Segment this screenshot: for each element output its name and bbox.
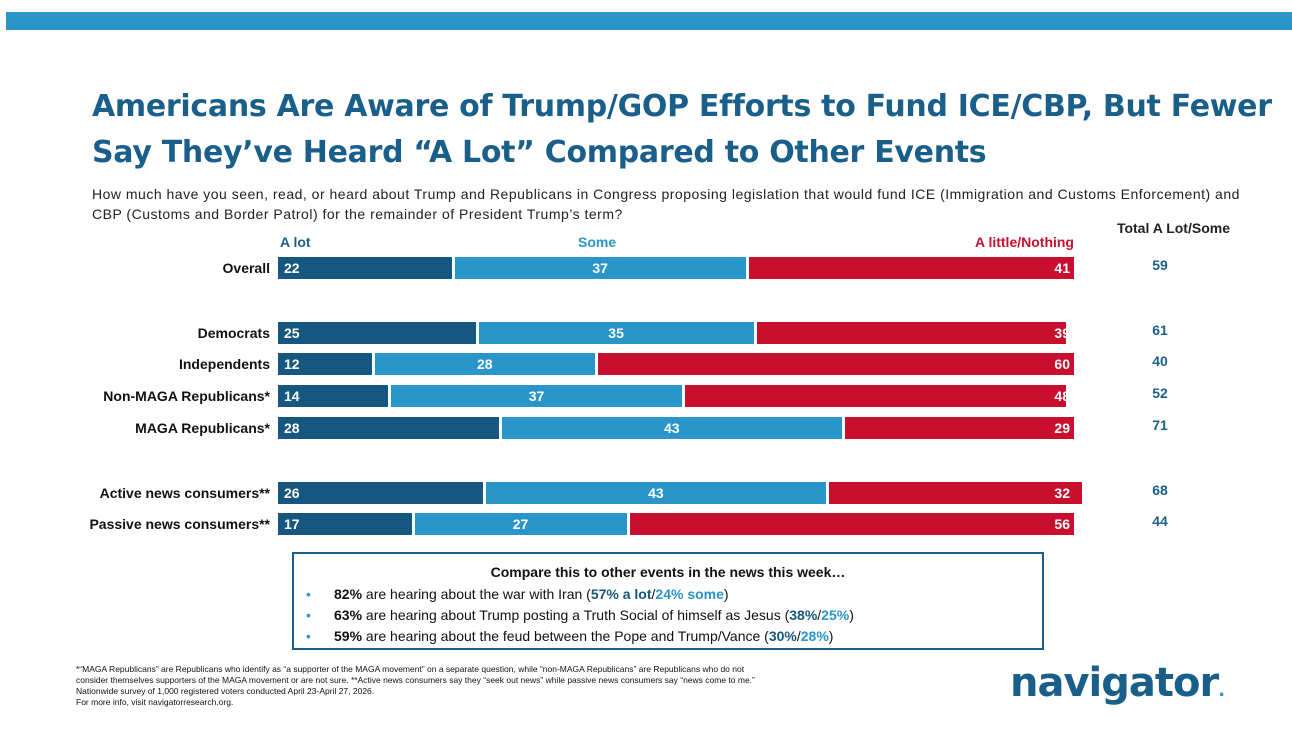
legend-some: Some bbox=[578, 234, 617, 250]
bar-segment-a-lot bbox=[278, 513, 412, 535]
total-value: 59 bbox=[1152, 257, 1168, 273]
bullet-icon: • bbox=[306, 586, 311, 602]
footnote-line: For more info, visit navigatorresearch.o… bbox=[76, 697, 234, 707]
bar-segment-a-lot bbox=[278, 322, 476, 344]
category-label: Non-MAGA Republicans* bbox=[103, 388, 270, 404]
compare-item: • 82% are hearing about the war with Iran… bbox=[306, 584, 854, 605]
compare-text: are hearing about the feud between the P… bbox=[362, 628, 769, 644]
bar-segment-a-little-nothing bbox=[749, 257, 1074, 279]
footnote-line: consider themselves supporters of the MA… bbox=[76, 675, 755, 685]
data-label: 22 bbox=[284, 260, 300, 276]
total-value: 40 bbox=[1152, 353, 1168, 369]
category-label: Passive news consumers** bbox=[89, 516, 270, 532]
bar-segment-some bbox=[390, 385, 683, 407]
compare-some: 28% bbox=[800, 628, 829, 644]
compare-close: ) bbox=[723, 586, 729, 602]
data-label: 41 bbox=[1054, 260, 1070, 276]
data-label: 29 bbox=[1054, 420, 1070, 436]
bar-segment-some bbox=[414, 513, 627, 535]
compare-alot: 30% bbox=[768, 628, 797, 644]
bar-segment-some bbox=[486, 482, 826, 504]
total-column-header: Total A Lot/Some bbox=[1116, 220, 1230, 236]
category-label: Active news consumers** bbox=[99, 485, 270, 501]
logo-dot: . bbox=[1218, 680, 1225, 701]
bar-segment-a-little-nothing bbox=[757, 322, 1067, 344]
bar-segment-some bbox=[502, 417, 842, 439]
bar-segment-a-lot bbox=[278, 353, 373, 375]
page-title: Americans Are Aware of Trump/GOP Efforts… bbox=[92, 89, 1272, 170]
compare-pct: 59% bbox=[334, 628, 363, 644]
data-label: 26 bbox=[284, 485, 300, 501]
data-label: 56 bbox=[1054, 516, 1070, 532]
data-label: 48 bbox=[1054, 388, 1070, 404]
data-label: 32 bbox=[1054, 485, 1070, 501]
bar-segment-some bbox=[478, 322, 755, 344]
data-label: 14 bbox=[284, 388, 300, 404]
legend-a-lot: A lot bbox=[280, 234, 311, 250]
data-label: 28 bbox=[284, 420, 300, 436]
top-accent-bar bbox=[6, 12, 1292, 30]
legend-a-little-nothing: A little/Nothing bbox=[974, 234, 1074, 250]
logo-text: navigator bbox=[1010, 660, 1219, 706]
bar-segment-a-lot bbox=[278, 385, 388, 407]
compare-text: are hearing about Trump posting a Truth … bbox=[362, 607, 790, 623]
compare-title: Compare this to other events in the news… bbox=[490, 564, 846, 580]
data-label: 17 bbox=[284, 516, 300, 532]
footnote-line: *“MAGA Republicans” are Republicans who … bbox=[76, 664, 745, 674]
bar-segment-a-little-nothing bbox=[685, 385, 1067, 407]
bar-segment-some bbox=[454, 257, 747, 279]
bar-segment-a-lot bbox=[278, 257, 452, 279]
compare-some: 24% some bbox=[655, 586, 724, 602]
compare-pct: 82% bbox=[334, 586, 363, 602]
compare-sep: / bbox=[817, 607, 822, 623]
compare-item: • 63% are hearing about Trump posting a T… bbox=[306, 605, 854, 626]
compare-alot: 38% bbox=[789, 607, 818, 623]
navigator-logo: navigator. bbox=[1010, 660, 1225, 706]
total-value: 68 bbox=[1152, 482, 1168, 498]
compare-close: ) bbox=[828, 628, 834, 644]
compare-pct: 63% bbox=[334, 607, 363, 623]
bar-segment-a-little-nothing bbox=[844, 417, 1074, 439]
bullet-icon: • bbox=[306, 607, 311, 623]
data-label: 39 bbox=[1054, 325, 1070, 341]
bullet-icon: • bbox=[306, 628, 311, 644]
bar-segment-a-lot bbox=[278, 417, 500, 439]
bar-segment-a-little-nothing bbox=[828, 482, 1082, 504]
data-label: 37 bbox=[528, 388, 545, 404]
bar-segment-a-lot bbox=[278, 482, 484, 504]
total-value: 44 bbox=[1152, 513, 1168, 529]
bar-segment-some bbox=[375, 353, 595, 375]
bar-segment-a-little-nothing bbox=[597, 353, 1074, 375]
compare-item: • 59% are hearing about the feud between … bbox=[306, 626, 854, 647]
category-label: Independents bbox=[178, 356, 270, 372]
footnote-line: Nationwide survey of 1,000 registered vo… bbox=[76, 686, 375, 696]
data-label: 25 bbox=[284, 325, 300, 341]
compare-alot: 57% a lot bbox=[590, 586, 652, 602]
total-value: 71 bbox=[1152, 417, 1168, 433]
compare-box: Compare this to other events in the news… bbox=[292, 552, 1044, 650]
total-value: 52 bbox=[1152, 385, 1168, 401]
data-label: 60 bbox=[1054, 356, 1070, 372]
bar-segment-a-little-nothing bbox=[629, 513, 1074, 535]
category-label: Overall bbox=[222, 260, 270, 276]
compare-text: are hearing about the war with Iran ( bbox=[362, 586, 591, 602]
data-label: 43 bbox=[664, 420, 680, 436]
compare-close: ) bbox=[849, 607, 854, 623]
data-label: 12 bbox=[284, 356, 300, 372]
data-label: 27 bbox=[512, 516, 529, 532]
compare-sep: / bbox=[651, 586, 656, 602]
survey-question: How much have you seen, read, or heard a… bbox=[92, 186, 1240, 222]
data-label: 37 bbox=[592, 260, 608, 276]
data-label: 43 bbox=[648, 485, 664, 501]
footnote: *“MAGA Republicans” are Republicans who … bbox=[76, 664, 976, 708]
data-label: 28 bbox=[476, 356, 493, 372]
compare-some: 25% bbox=[821, 607, 850, 623]
data-label: 35 bbox=[608, 325, 624, 341]
compare-sep: / bbox=[796, 628, 801, 644]
compare-list: • 82% are hearing about the war with Iran… bbox=[306, 584, 854, 647]
category-label: MAGA Republicans* bbox=[135, 420, 270, 436]
total-value: 61 bbox=[1152, 322, 1168, 338]
category-label: Democrats bbox=[197, 325, 270, 341]
